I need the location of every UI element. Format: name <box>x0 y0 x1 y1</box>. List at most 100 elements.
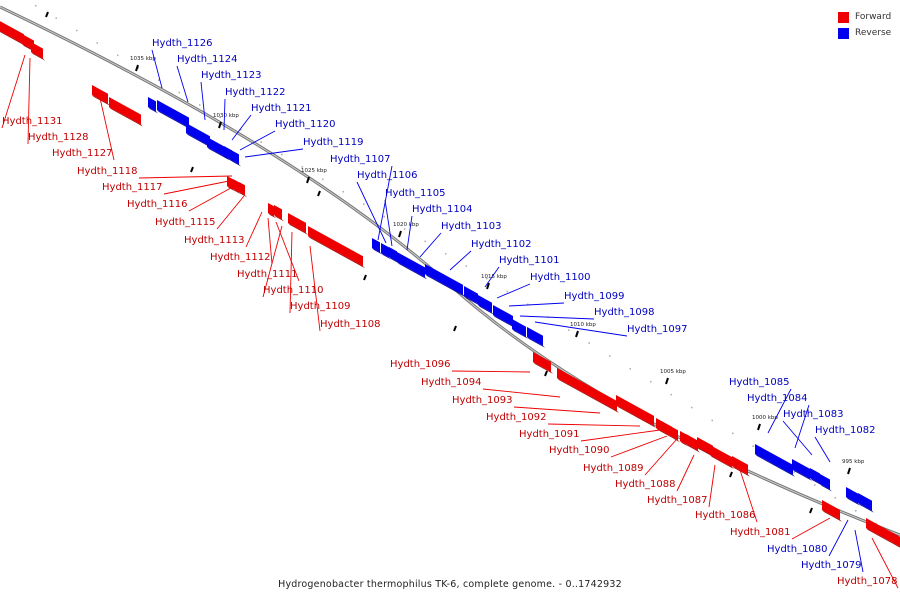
guide-dot <box>76 29 78 32</box>
leader-line <box>419 232 442 258</box>
gene-shadow <box>231 160 241 167</box>
gene-face <box>680 431 686 445</box>
gene-face <box>148 97 156 112</box>
gene-label: Hydth_1119 <box>303 137 364 148</box>
gene-shadow <box>389 257 399 264</box>
gene-label: Hydth_1107 <box>330 154 391 165</box>
gene-label: Hydth_1116 <box>127 199 188 210</box>
guide-dot <box>568 329 570 331</box>
reverse-gene-glyph <box>464 286 480 306</box>
gene-shadow <box>224 156 234 163</box>
guide-dot <box>117 54 119 57</box>
gene-shadow <box>755 454 795 477</box>
legend-reverse: Reverse <box>838 25 891 41</box>
gene-shadow <box>680 441 688 447</box>
map-caption: Hydrogenobacter thermophilus TK-6, compl… <box>278 579 622 590</box>
guide-dot <box>55 17 57 19</box>
gene-shadow <box>288 223 308 235</box>
guide-dot <box>424 240 426 243</box>
gene-face <box>464 286 478 304</box>
gene-face <box>557 368 617 411</box>
guide-dot <box>793 471 795 473</box>
forward-gene-glyph <box>686 434 700 453</box>
gene-shadow <box>148 107 158 114</box>
reverse-gene-glyph <box>527 327 545 348</box>
guide-dot <box>752 445 754 447</box>
leader-line <box>275 221 300 282</box>
leader-line <box>519 315 595 320</box>
guide-dots <box>35 5 898 538</box>
reverse-gene-glyph <box>381 243 391 260</box>
gene-label: Hydth_1101 <box>499 255 560 266</box>
guide-dot <box>732 432 734 435</box>
guide-dot <box>486 277 488 280</box>
guide-dot <box>363 203 365 205</box>
gene-face <box>157 100 189 128</box>
guide-dot <box>465 265 467 267</box>
gene-label: Hydth_1115 <box>155 217 216 228</box>
forward-gene-glyph <box>308 226 365 269</box>
guide-dot <box>281 153 283 156</box>
legend-reverse-label: Reverse <box>855 28 892 38</box>
leader-line <box>356 181 387 244</box>
leader-line <box>767 388 792 434</box>
reverse-gene-glyph <box>846 487 860 506</box>
gene-label: Hydth_1084 <box>747 393 808 404</box>
gene-label: Hydth_1093 <box>452 395 513 406</box>
gene-label: Hydth_1089 <box>583 463 644 474</box>
gene-face <box>224 146 232 161</box>
leader-line <box>151 49 163 89</box>
gene-shadow <box>397 262 427 280</box>
gene-label: Hydth_1124 <box>177 54 238 65</box>
gene-shadow <box>533 362 553 374</box>
leader-line <box>244 148 304 158</box>
leader-line <box>828 519 849 557</box>
gene-face <box>372 238 380 253</box>
forward-gene-glyph <box>672 427 680 443</box>
reverse-gene-glyph <box>397 252 427 280</box>
tick-label: 1030 kbp <box>213 113 239 119</box>
guide-dot <box>445 253 447 255</box>
gene-shadow <box>527 337 545 348</box>
leader-line <box>27 57 31 145</box>
gene-label: Hydth_1092 <box>486 412 547 423</box>
tick-label: 1005 kbp <box>660 369 686 375</box>
guide-dot <box>588 342 590 344</box>
leader-line <box>406 215 413 251</box>
gene-label: Hydth_1108 <box>320 319 381 330</box>
gene-face <box>846 487 858 504</box>
reverse-gene-glyph <box>478 295 494 315</box>
gene-shadow <box>274 215 284 222</box>
leader-line <box>309 245 321 332</box>
forward-gene-glyph <box>680 431 688 447</box>
leader-line <box>496 283 531 299</box>
gene-face <box>227 176 233 190</box>
gene-shadow <box>866 528 900 548</box>
gene-face <box>239 182 245 196</box>
reverse-gene-glyph <box>858 493 874 513</box>
leader-line <box>451 370 531 373</box>
leader-line <box>534 321 628 337</box>
tick-label: 1035 kbp <box>130 56 156 62</box>
leader-line <box>782 420 813 456</box>
gene-face <box>672 427 678 441</box>
guide-dot <box>219 116 221 119</box>
gene-face <box>792 459 810 479</box>
guide-dot <box>342 191 344 193</box>
guide-dot <box>711 419 713 422</box>
gene-face <box>274 205 282 220</box>
guide-dot <box>240 129 242 131</box>
leader-line <box>262 225 283 298</box>
leader-line <box>138 175 233 179</box>
gene-shadow <box>372 248 382 255</box>
tick-mark <box>757 423 761 431</box>
gene-label: Hydth_1120 <box>275 119 336 130</box>
guide-dot <box>629 368 631 370</box>
forward-gene-glyph <box>227 176 235 192</box>
tick-label: 1025 kbp <box>301 168 327 174</box>
gene-face <box>656 418 672 437</box>
gene-shadow <box>157 110 191 130</box>
gene-label: Hydth_1105 <box>385 188 446 199</box>
gene-label: Hydth_1102 <box>471 239 532 250</box>
